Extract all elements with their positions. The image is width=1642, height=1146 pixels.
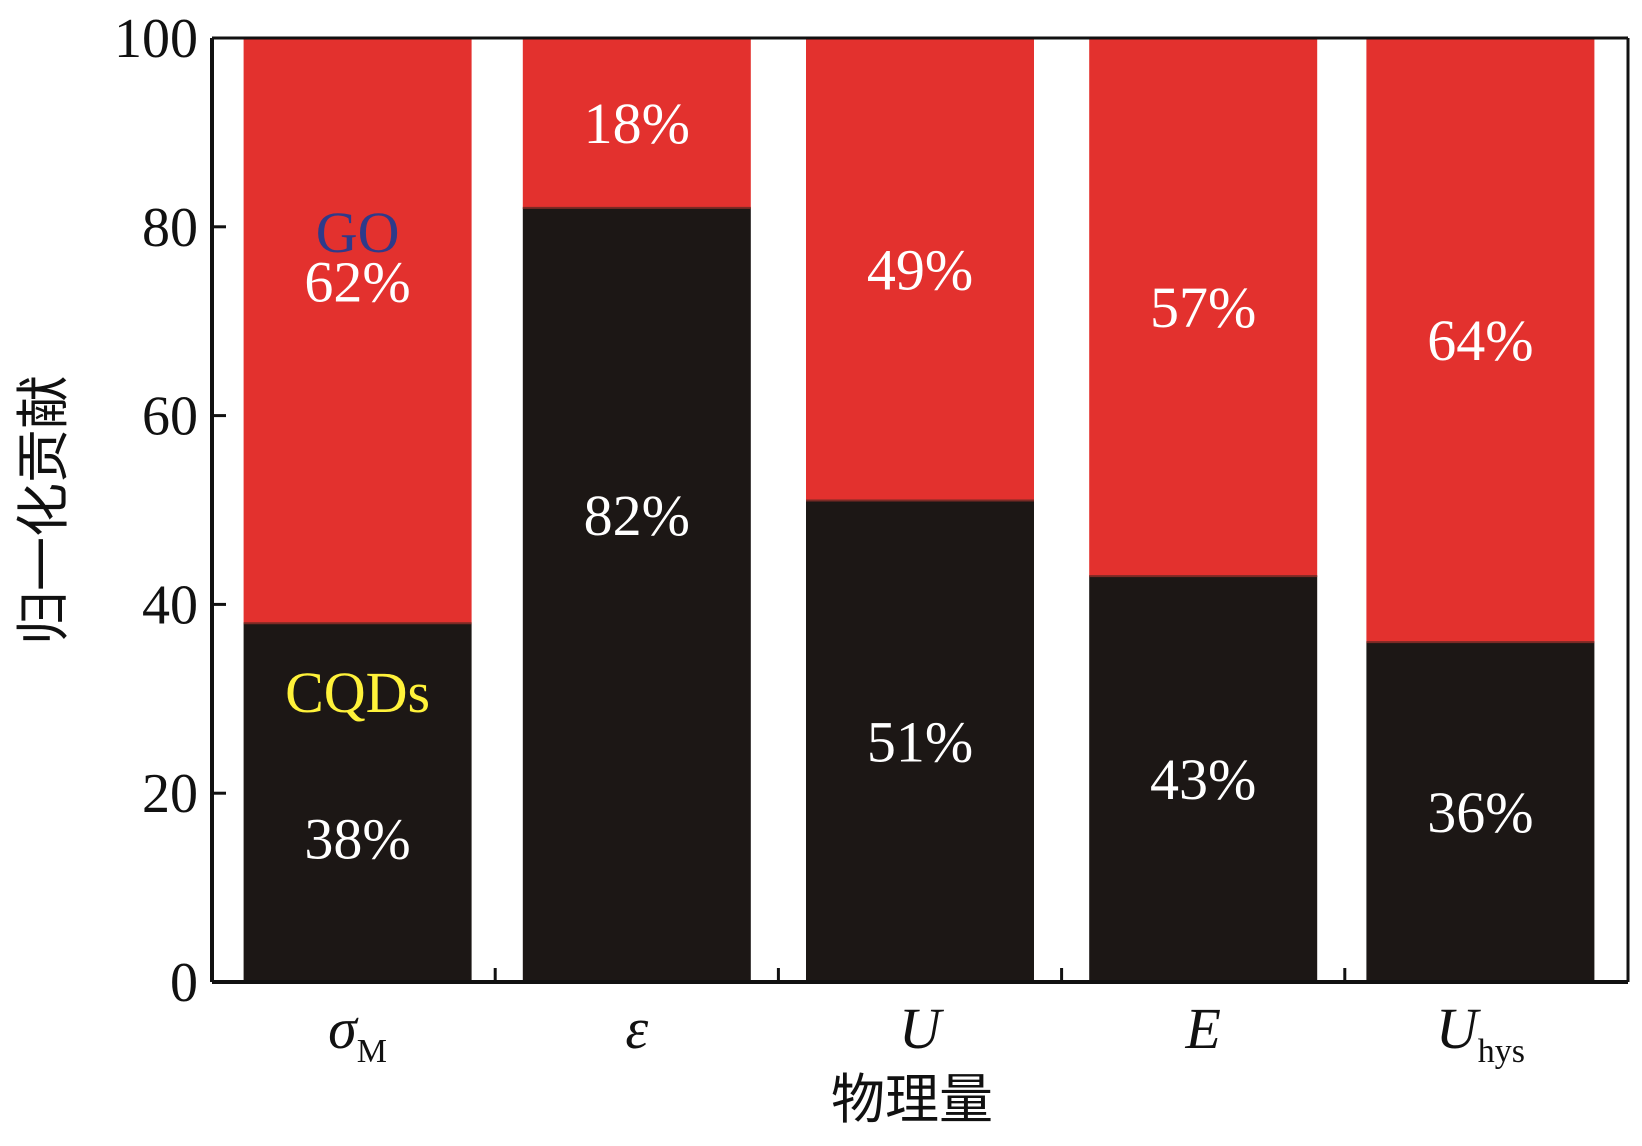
bar-go-3 [1089,38,1318,577]
x-axis-title: 物理量 [831,1068,993,1131]
y-tick-label-2: 40 [142,574,198,636]
data-label-cqds-0: 38% [304,807,410,872]
x-tick-label-4: Uhys [1436,996,1525,1070]
data-label-cqds-4: 36% [1427,780,1533,845]
bar-cqds-0 [243,623,472,982]
x-tick-label-1: ε [625,996,648,1061]
data-label-cqds-1: 82% [584,483,690,548]
y-tick-label-5: 100 [114,8,198,70]
x-tick-label-main-3: E [1184,996,1220,1061]
x-tick-label-main-0: σ [328,996,359,1061]
bar-cqds-4 [1366,642,1595,982]
data-label-go-0: 62% [304,249,410,314]
bar-go-0 [243,38,472,624]
y-tick-label-3: 60 [142,386,198,448]
x-tick-label-sub-0: M [357,1033,387,1070]
data-label-go-3: 57% [1150,275,1256,340]
x-tick-label-2: U [899,996,945,1061]
bar-cqds-1 [522,207,751,983]
bar-go-1 [522,38,751,208]
x-tick-label-0: σM [328,996,387,1070]
y-tick-label-4: 80 [142,197,198,259]
series-label-go: GO [316,200,400,265]
x-tick-label-sub-4: hys [1478,1033,1525,1070]
x-tick-label-main-4: U [1436,996,1482,1061]
bar-cqds-2 [806,500,1034,982]
data-label-go-2: 49% [867,237,973,302]
y-axis-title: 归一化贡献 [12,375,75,645]
x-tick-label-3: E [1184,996,1220,1061]
data-label-cqds-3: 43% [1150,747,1256,812]
y-tick-label-1: 20 [142,763,198,825]
y-tick-label-0: 0 [170,952,198,1014]
data-label-cqds-2: 51% [867,709,973,774]
bar-cqds-3 [1089,576,1318,982]
series-label-cqds: CQDs [285,660,430,725]
data-label-go-4: 64% [1427,308,1533,373]
x-tick-label-main-1: ε [625,996,648,1061]
data-label-go-1: 18% [584,91,690,156]
bar-go-2 [806,38,1034,501]
x-tick-label-main-2: U [899,996,945,1061]
bar-go-4 [1366,38,1595,643]
